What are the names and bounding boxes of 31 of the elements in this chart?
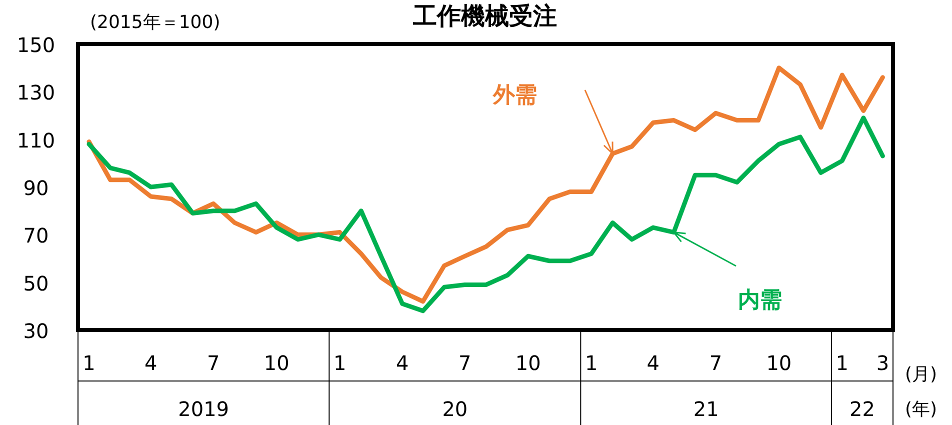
- x-tick-label: 1: [82, 351, 96, 375]
- x-tick-label: 7: [207, 351, 220, 375]
- text: (月): [905, 364, 938, 385]
- x-tick-label: 4: [396, 351, 409, 375]
- chart-title: 工作機械受注: [412, 2, 557, 30]
- x-tick-label: 1: [584, 351, 598, 375]
- y-tick-label: 70: [23, 224, 49, 248]
- text: 2019: [178, 397, 230, 421]
- text: 20: [442, 397, 468, 421]
- x-tick-label: 1: [836, 351, 849, 375]
- y-tick-label: 90: [23, 176, 49, 200]
- y-tick-label: 30: [23, 319, 49, 343]
- x-tick-label: 3: [876, 351, 890, 375]
- x-tick-label: 4: [144, 351, 158, 375]
- x-tick-label: 1: [333, 351, 346, 375]
- x-tick-label: 4: [646, 351, 660, 375]
- y-tick-label: 110: [16, 128, 56, 152]
- x-tick-label: 10: [766, 351, 792, 375]
- text: 内需: [738, 288, 782, 313]
- text: 21: [693, 397, 719, 421]
- text: (2015年＝100): [90, 12, 220, 33]
- text: 外需: [492, 83, 537, 108]
- y-tick-label: 50: [23, 271, 49, 296]
- x-tick-label: 7: [458, 351, 472, 375]
- y-tick-label: 130: [16, 80, 56, 105]
- x-tick-label: 10: [264, 351, 290, 375]
- x-tick-label: 7: [709, 351, 722, 375]
- text: (年): [905, 399, 938, 420]
- y-tick-label: 150: [16, 33, 56, 57]
- text: 22: [850, 397, 875, 421]
- x-tick-label: 10: [515, 351, 541, 375]
